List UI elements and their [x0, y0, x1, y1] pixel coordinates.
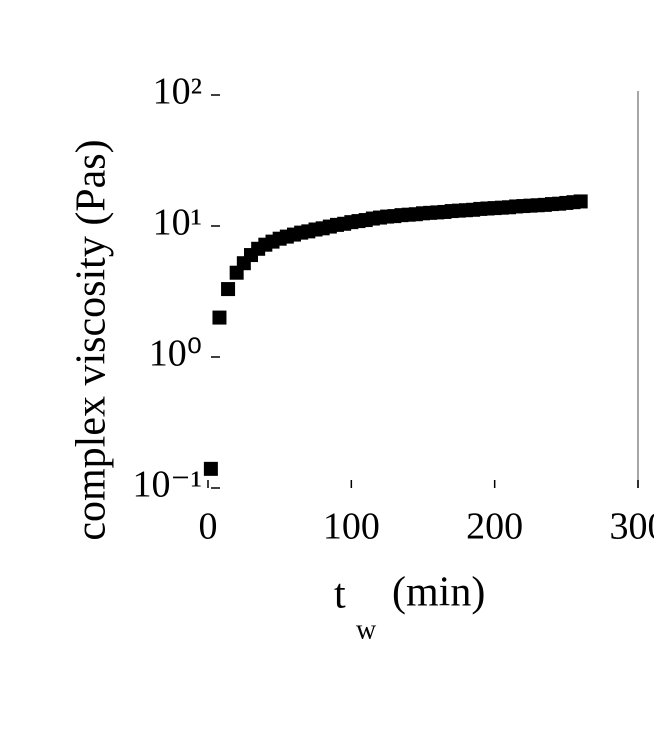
x-axis-label-unit: (min) [392, 570, 485, 616]
point [203, 461, 218, 476]
point [212, 310, 227, 325]
y-tick-label: 10⁻¹ [133, 464, 202, 506]
point [221, 282, 236, 297]
point [573, 194, 588, 209]
x-tick-label: 200 [466, 506, 523, 548]
x-axis-label: t [334, 572, 346, 618]
y-tick-label: 10⁰ [149, 333, 202, 375]
y-axis-label: complex viscosity (Pas) [69, 139, 115, 540]
x-axis-label-subscript: w [356, 614, 377, 645]
y-tick-label: 10¹ [153, 202, 202, 244]
y-tick-label: 10² [153, 71, 202, 113]
x-tick-label: 0 [199, 506, 218, 548]
x-tick-label: 100 [323, 506, 380, 548]
x-tick-label: 300 [610, 506, 654, 548]
